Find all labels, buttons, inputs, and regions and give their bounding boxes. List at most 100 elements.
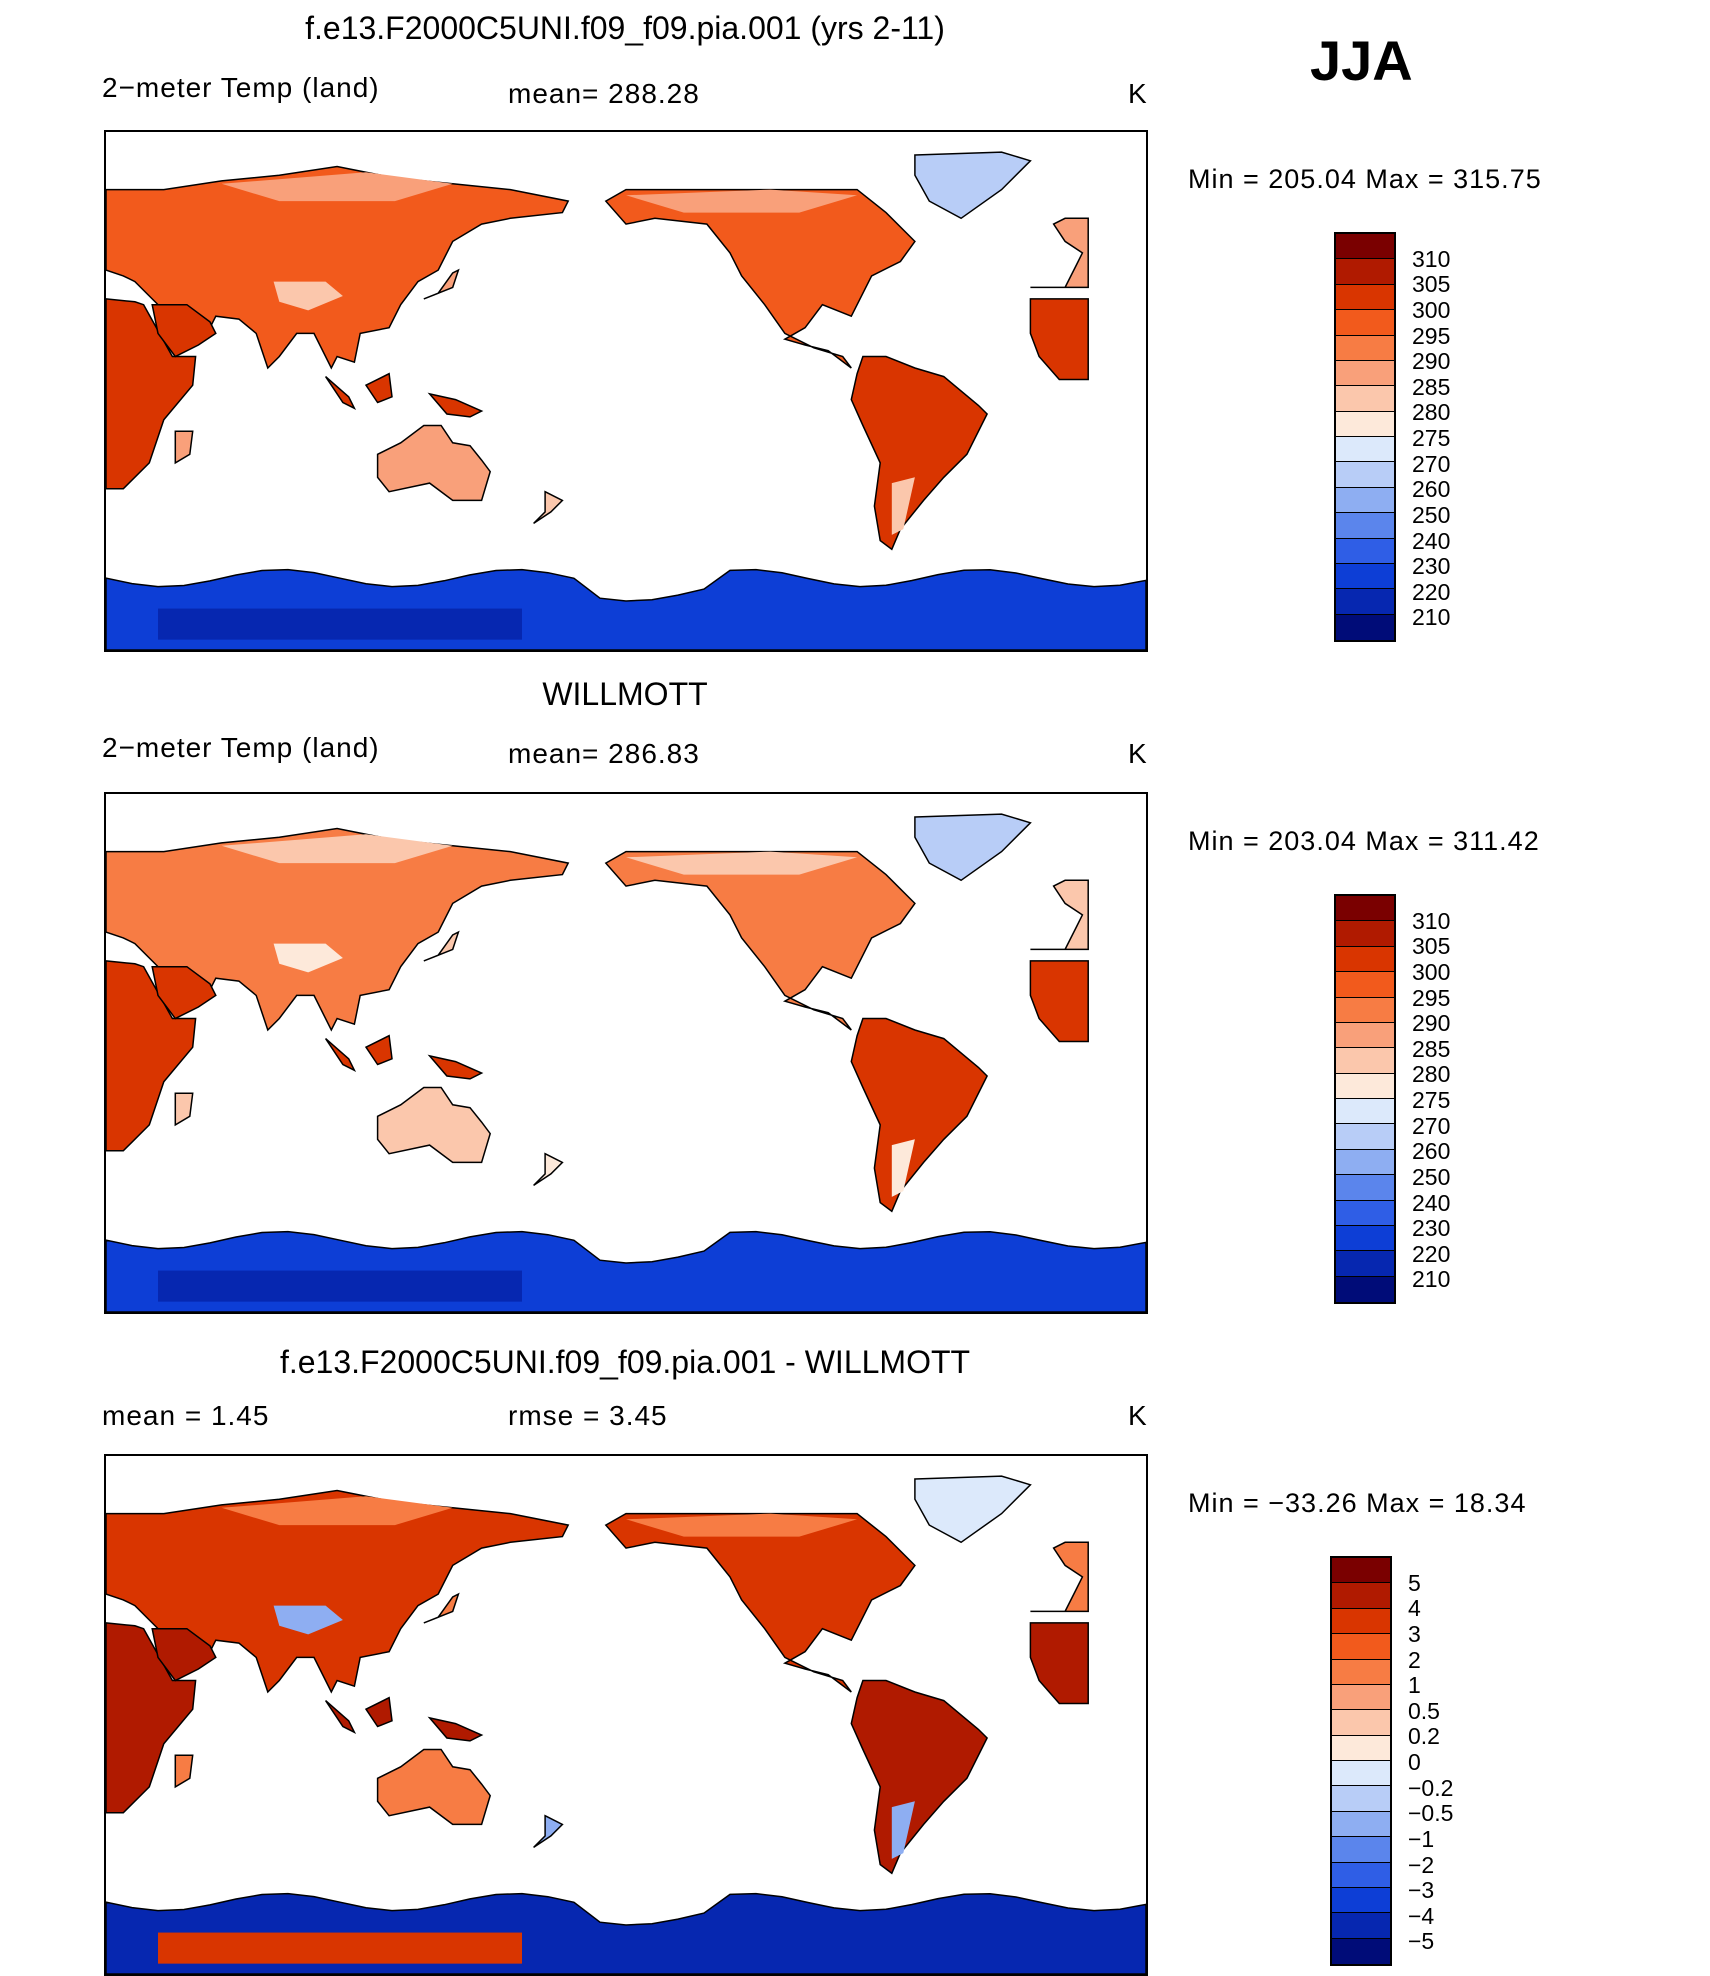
landmass-sam xyxy=(850,1017,989,1213)
colorbar-swatch xyxy=(1336,513,1394,539)
landmass-japan xyxy=(423,268,460,300)
colorbar-swatch xyxy=(1336,972,1394,998)
colorbar-swatch xyxy=(1332,1659,1390,1685)
colorbar-tick-label: 210 xyxy=(1412,1266,1451,1293)
colorbar-tick-label: 230 xyxy=(1412,553,1451,580)
tibet-patch xyxy=(273,281,343,311)
siberia-patch xyxy=(221,834,453,864)
colorbar-tick-label: 270 xyxy=(1412,1112,1451,1139)
colorbar-swatch xyxy=(1336,437,1394,463)
panel-1-minmax: Min = 205.04 Max = 315.75 xyxy=(1188,164,1542,194)
panel-1-mean: mean= 288.28 xyxy=(508,78,700,109)
landmass-africa xyxy=(106,960,197,1152)
landmass-africa_west xyxy=(1029,1622,1089,1705)
colorbar-tick-label: −4 xyxy=(1408,1902,1435,1929)
colorbar-tick-label: 275 xyxy=(1412,1087,1451,1113)
colorbar-swatch xyxy=(1332,1583,1390,1609)
landmass-africa_west xyxy=(1029,960,1089,1043)
colorbar-swatch xyxy=(1332,1862,1390,1888)
colorbar-tick-label: 250 xyxy=(1412,501,1451,528)
landmass-madagascar xyxy=(174,1092,194,1127)
panel-1-colorbar xyxy=(1334,232,1396,642)
colorbar-swatch xyxy=(1336,921,1394,947)
landmass-europe_west xyxy=(1030,1541,1089,1613)
panel-2-colorbar-labels: 310 305 300 295 290 285 280 275 270 260 250 240 230 2… xyxy=(1412,894,1512,1304)
colorbar-swatch xyxy=(1332,1938,1390,1964)
landmass-borneo xyxy=(364,372,393,404)
landmass-arabia xyxy=(151,1627,217,1682)
antarctica-interior xyxy=(158,1270,522,1302)
colorbar-swatch xyxy=(1332,1634,1390,1660)
panel-3-mean: mean = 1.45 xyxy=(102,1400,270,1431)
panel-3-units: K xyxy=(1128,1400,1148,1431)
colorbar-swatch xyxy=(1336,946,1394,973)
panel-1-variable: 2−meter Temp (land) xyxy=(102,72,380,103)
colorbar-swatch xyxy=(1336,234,1394,260)
colorbar-tick-label: 300 xyxy=(1412,958,1451,985)
colorbar-tick-label: 230 xyxy=(1412,1215,1451,1242)
colorbar-swatch xyxy=(1336,1099,1394,1125)
landmass-nam xyxy=(604,188,916,369)
colorbar-swatch xyxy=(1336,997,1394,1023)
panel-2-variable: 2−meter Temp (land) xyxy=(102,732,380,763)
panel-1-units: K xyxy=(1128,78,1148,109)
landmass-europe_west xyxy=(1030,217,1089,289)
panel-3-colorbar xyxy=(1330,1556,1392,1966)
landmass-borneo xyxy=(364,1696,393,1728)
landmass-europe_west xyxy=(1030,879,1089,951)
colorbar-tick-label: 2 xyxy=(1408,1646,1421,1673)
landmass-sam xyxy=(850,1679,989,1875)
panel-2-title: WILLMOTT xyxy=(542,676,708,712)
colorbar-tick-label: 260 xyxy=(1412,1138,1451,1165)
landmass-nz xyxy=(533,490,564,525)
landmass-newguinea xyxy=(427,392,484,418)
landmass-nz xyxy=(533,1152,564,1187)
panel-3-minmax: Min = −33.26 Max = 18.34 xyxy=(1188,1488,1527,1518)
colorbar-swatch xyxy=(1336,1124,1394,1150)
colorbar-swatch xyxy=(1332,1811,1390,1838)
siberia-patch xyxy=(221,1496,453,1526)
colorbar-tick-label: −3 xyxy=(1408,1877,1435,1904)
panel-2-mean: mean= 286.83 xyxy=(508,738,700,769)
colorbar-tick-label: 240 xyxy=(1412,527,1451,554)
colorbar-tick-label: 210 xyxy=(1412,604,1451,631)
landmass-nam xyxy=(604,850,916,1031)
colorbar-tick-label: 285 xyxy=(1412,1035,1451,1062)
panel-1-colorbar-labels: 310 305 300 295 290 285 280 275 270 260 250 240 230 2… xyxy=(1412,232,1512,642)
landmass-newguinea xyxy=(427,1054,484,1080)
colorbar-tick-label: 0 xyxy=(1408,1749,1421,1775)
colorbar-swatch xyxy=(1336,1225,1394,1252)
colorbar-swatch xyxy=(1336,1251,1394,1277)
colorbar-swatch xyxy=(1336,1175,1394,1201)
colorbar-tick-label: 290 xyxy=(1412,348,1451,375)
colorbar-swatch xyxy=(1336,1200,1394,1226)
colorbar-tick-label: 260 xyxy=(1412,476,1451,503)
colorbar-tick-label: 295 xyxy=(1412,322,1451,349)
colorbar-tick-label: −1 xyxy=(1408,1825,1435,1852)
landmass-sam xyxy=(850,355,989,551)
patagonia-patch xyxy=(891,1801,915,1859)
colorbar-tick-label: 0.5 xyxy=(1408,1697,1440,1724)
colorbar-tick-label: 240 xyxy=(1412,1189,1451,1216)
colorbar-swatch xyxy=(1332,1684,1390,1711)
colorbar-tick-label: 280 xyxy=(1412,1061,1451,1088)
canada-patch xyxy=(626,189,858,213)
colorbar-swatch xyxy=(1336,259,1394,285)
panel-2-minmax: Min = 203.04 Max = 311.42 xyxy=(1188,826,1540,856)
landmass-borneo xyxy=(364,1034,393,1066)
colorbar-swatch xyxy=(1336,1022,1394,1049)
colorbar-swatch xyxy=(1336,310,1394,336)
panel-1-map xyxy=(104,130,1148,652)
colorbar-tick-label: 5 xyxy=(1408,1569,1421,1596)
colorbar-tick-label: −0.5 xyxy=(1408,1800,1454,1827)
colorbar-tick-label: 270 xyxy=(1412,450,1451,477)
colorbar-swatch xyxy=(1336,462,1394,488)
colorbar-swatch xyxy=(1336,386,1394,412)
panel-2-colorbar xyxy=(1334,894,1396,1304)
colorbar-tick-label: −0.2 xyxy=(1408,1774,1454,1801)
panel-3-title: f.e13.F2000C5UNI.f09_f09.pia.001 - WILLM… xyxy=(279,1344,971,1380)
colorbar-swatch xyxy=(1332,1735,1390,1761)
canada-patch xyxy=(626,851,858,875)
panel-2-map xyxy=(104,792,1148,1314)
colorbar-tick-label: 220 xyxy=(1412,578,1451,605)
